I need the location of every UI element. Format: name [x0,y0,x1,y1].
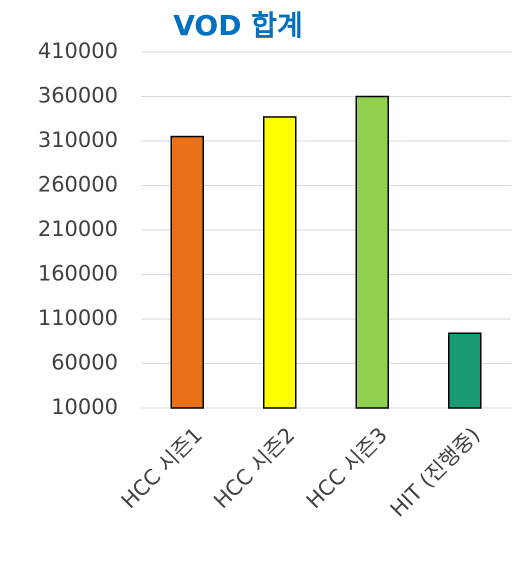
y-tick-label: 410000 [38,39,118,63]
x-tick-label: HCC 시즌1 [117,423,207,513]
y-tick-label: 260000 [38,173,118,197]
bar [355,95,389,409]
bar [263,116,297,409]
y-tick-label: 210000 [38,217,118,241]
x-tick-label: HCC 시즌2 [209,423,299,513]
y-tick-label: 360000 [38,84,118,108]
y-tick-label: 60000 [51,351,118,375]
y-tick-label: 110000 [38,306,118,330]
chart-title: VOD 합계 [173,9,303,42]
bar [170,135,204,409]
y-tick-label: 10000 [51,395,118,419]
y-tick-label: 310000 [38,128,118,152]
x-tick-label: HCC 시즌3 [302,423,392,513]
bar [448,332,482,409]
x-tick-label: HIT (진행중) [386,423,485,522]
y-tick-label: 160000 [38,262,118,286]
